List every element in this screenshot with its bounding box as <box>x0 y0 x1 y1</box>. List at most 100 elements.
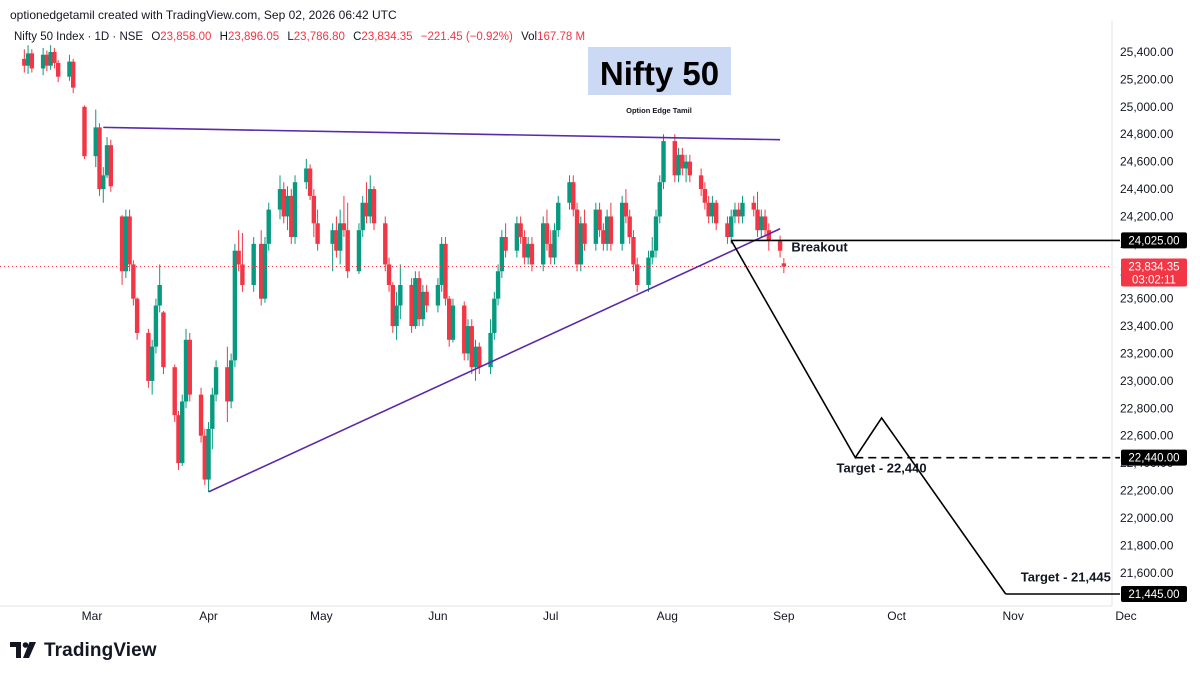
candle-body <box>172 367 177 416</box>
candle-body <box>225 367 230 402</box>
candle-body <box>473 346 478 368</box>
trendline-lower[interactable] <box>208 228 781 493</box>
candle-body <box>443 243 448 299</box>
candle <box>213 360 219 402</box>
candle <box>172 364 177 423</box>
candle-body <box>360 202 365 231</box>
low-value: 23,786.80 <box>293 31 345 43</box>
candle-body <box>213 367 219 395</box>
candle <box>574 202 580 272</box>
candle <box>710 195 715 224</box>
watermark-logo: Option Edge Tamil <box>626 106 692 115</box>
candle <box>97 123 102 196</box>
tradingview-logo[interactable]: TradingView <box>10 640 157 662</box>
candle <box>119 215 125 285</box>
candle-body <box>198 394 204 436</box>
candle <box>420 284 426 327</box>
candle <box>653 209 659 258</box>
annotation-label: Target - 22,440 <box>836 461 926 476</box>
bar-countdown: 03:02:11 <box>1132 275 1176 287</box>
candle <box>210 387 215 450</box>
candle <box>409 278 414 333</box>
candle-body <box>732 209 738 217</box>
x-tick-label: Mar <box>82 609 103 623</box>
candle <box>514 216 520 258</box>
candle <box>450 298 456 343</box>
candle <box>473 339 478 381</box>
x-tick-label: Nov <box>1003 609 1024 623</box>
candle <box>93 109 98 168</box>
candle <box>266 202 271 251</box>
candle-body <box>653 216 659 251</box>
candle-body <box>477 346 482 368</box>
candle-body <box>514 223 520 251</box>
candle-body <box>736 209 741 217</box>
candle-body <box>330 230 335 244</box>
candle <box>777 235 783 258</box>
candle-body <box>518 223 523 238</box>
candle-body <box>729 216 734 238</box>
candle-body <box>131 264 136 299</box>
candle <box>225 346 230 423</box>
candle <box>341 195 347 238</box>
candle <box>206 422 211 492</box>
candle-body <box>676 154 681 176</box>
candle-body <box>495 271 501 299</box>
close-label: C <box>353 31 362 43</box>
annotation-label: Breakout <box>791 239 848 254</box>
candle <box>635 257 640 292</box>
candle-body <box>25 53 31 66</box>
candle <box>360 195 365 238</box>
candle-body <box>236 250 241 265</box>
candle-body <box>240 264 245 285</box>
candle <box>732 202 738 224</box>
candle <box>469 319 474 375</box>
candle-body <box>661 141 666 183</box>
chart-title-text: Nifty 50 <box>600 55 719 92</box>
candle-body <box>153 305 159 347</box>
candle-body <box>101 175 106 190</box>
candle <box>608 202 614 251</box>
candle-body <box>631 237 636 265</box>
candle <box>552 223 557 265</box>
candle-body <box>210 394 215 429</box>
candle-body <box>108 145 113 187</box>
candle-body <box>413 278 418 327</box>
candle <box>202 428 207 486</box>
projection-path[interactable] <box>730 240 1007 595</box>
candle <box>631 230 636 272</box>
candle <box>548 230 553 265</box>
candle <box>650 237 655 265</box>
candle <box>623 189 629 224</box>
candle <box>285 186 290 231</box>
candle-body <box>206 428 211 480</box>
candle-body <box>710 202 715 217</box>
candle-body <box>398 284 403 306</box>
candle <box>187 332 192 402</box>
candle <box>766 223 771 251</box>
candle-body <box>672 141 677 176</box>
candle-body <box>702 189 708 203</box>
candle-body <box>52 52 57 63</box>
candle <box>304 158 309 190</box>
candle-body <box>97 127 102 190</box>
candle-body <box>161 312 166 368</box>
candle-body <box>571 182 576 210</box>
candle-body <box>292 182 298 238</box>
candle-body <box>687 161 693 176</box>
candle <box>364 182 369 224</box>
candle <box>251 237 256 292</box>
x-tick-label: Dec <box>1115 609 1136 623</box>
candle-body <box>469 326 474 368</box>
candle <box>729 209 734 244</box>
candle-body <box>315 223 320 244</box>
candle <box>386 257 392 292</box>
tradingview-brand: TradingView <box>44 640 157 661</box>
open-value: 23,858.00 <box>160 31 212 43</box>
candle <box>337 209 343 265</box>
trendline-upper[interactable] <box>103 126 781 141</box>
candle-body <box>465 326 471 354</box>
candle-body <box>71 61 76 88</box>
candle-body <box>582 223 587 244</box>
